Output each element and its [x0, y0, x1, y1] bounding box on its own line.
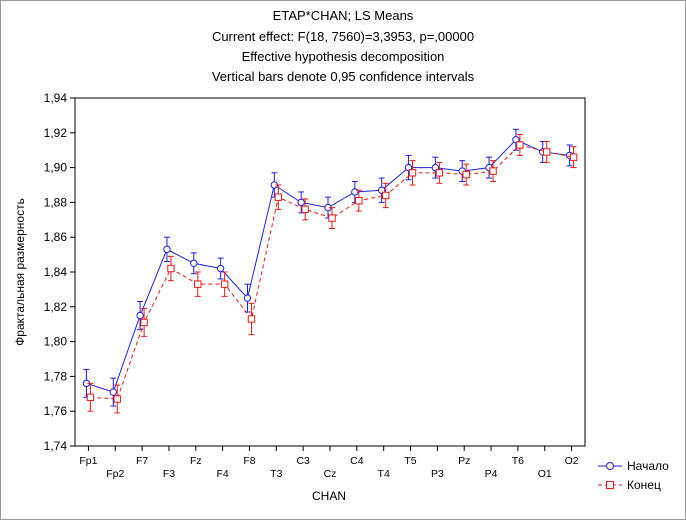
x-axis: Fp1 Fp2 F7 F3 Fz F4 F8 T3 C3 Cz C4 T4 T5 P3 Pz P4 T6 O1 O2 [79, 446, 579, 480]
y-tick-label: 1,86 [44, 230, 68, 244]
data-point [297, 198, 305, 207]
data-point [220, 280, 229, 288]
data-point [489, 167, 497, 175]
x-tick-label: T4 [378, 468, 390, 480]
data-point [163, 245, 171, 254]
data-point [247, 315, 256, 323]
y-axis: 1,74 1,76 1,78 1,80 1,82 1,84 1,86 1,88 1,90 1,92… [44, 91, 75, 453]
plot-area [74, 97, 586, 447]
y-tick-label: 1,88 [44, 195, 68, 209]
series-line [86, 139, 570, 393]
data-point [190, 259, 198, 267]
x-tick-label: Pz [458, 455, 470, 467]
legend-marker-nachalo [606, 462, 614, 470]
series-layer [82, 128, 578, 414]
x-tick-label: C3 [296, 455, 310, 467]
data-point [274, 193, 283, 201]
data-point [543, 148, 551, 156]
data-point [381, 191, 390, 200]
y-tick-label: 1,76 [44, 404, 68, 418]
series-line [90, 144, 574, 400]
data-point [136, 311, 144, 320]
data-point [569, 153, 578, 161]
y-tick-label: 1,90 [44, 161, 68, 175]
data-point [194, 280, 202, 288]
x-tick-label: T6 [512, 455, 524, 467]
chart-title: ETAP*CHAN; LS Means [273, 8, 414, 23]
chart-subtitle-effect: Current effect: F(18, 7560)=3,3953, p=,0… [212, 29, 474, 44]
legend: Начало Конец [594, 456, 680, 498]
legend-label-konets: Конец [627, 478, 661, 492]
x-tick-label: C4 [350, 455, 364, 467]
x-tick-label: P3 [431, 468, 444, 480]
x-tick-label: F3 [163, 468, 175, 480]
data-point [516, 141, 524, 149]
x-tick-label: T3 [270, 468, 282, 480]
x-tick-label: Fp1 [79, 455, 97, 467]
data-point [301, 205, 309, 214]
data-point [140, 318, 148, 327]
x-tick-label: F4 [216, 468, 228, 480]
legend-label-nachalo: Начало [627, 459, 669, 473]
y-tick-label: 1,74 [44, 439, 68, 453]
y-tick-label: 1,82 [44, 300, 68, 314]
y-tick-label: 1,80 [44, 335, 68, 349]
x-tick-label: T5 [404, 455, 416, 467]
x-tick-label: Fz [190, 455, 202, 467]
data-point [355, 196, 363, 205]
data-point [216, 264, 225, 273]
chart-subtitle-ci: Vertical bars denote 0,95 confidence int… [212, 69, 475, 84]
x-tick-label: O2 [565, 455, 579, 467]
x-tick-label: P4 [485, 468, 498, 480]
x-tick-label: F7 [136, 455, 148, 467]
x-tick-label: Fp2 [106, 468, 124, 480]
data-point [328, 214, 336, 222]
y-tick-label: 1,94 [44, 91, 68, 105]
y-tick-label: 1,78 [44, 369, 68, 383]
data-point [86, 393, 95, 401]
chart-subtitle-decomposition: Effective hypothesis decomposition [242, 49, 445, 64]
data-point [167, 264, 175, 273]
x-axis-label: CHAN [312, 489, 346, 503]
x-tick-label: O1 [538, 468, 552, 480]
y-axis-label: Фрактальная размерность [13, 198, 27, 346]
y-tick-label: 1,92 [44, 126, 68, 140]
legend-marker-konets [606, 481, 614, 489]
data-point [408, 169, 417, 177]
data-point [462, 170, 470, 179]
data-point [113, 395, 121, 403]
data-point [109, 388, 117, 396]
data-point [243, 294, 252, 302]
data-point [435, 169, 444, 177]
chart-title-block: ETAP*CHAN; LS Means Current effect: F(18… [212, 8, 475, 84]
x-tick-label: F8 [243, 455, 255, 467]
x-tick-label: Cz [324, 468, 337, 480]
y-tick-label: 1,84 [44, 265, 68, 279]
